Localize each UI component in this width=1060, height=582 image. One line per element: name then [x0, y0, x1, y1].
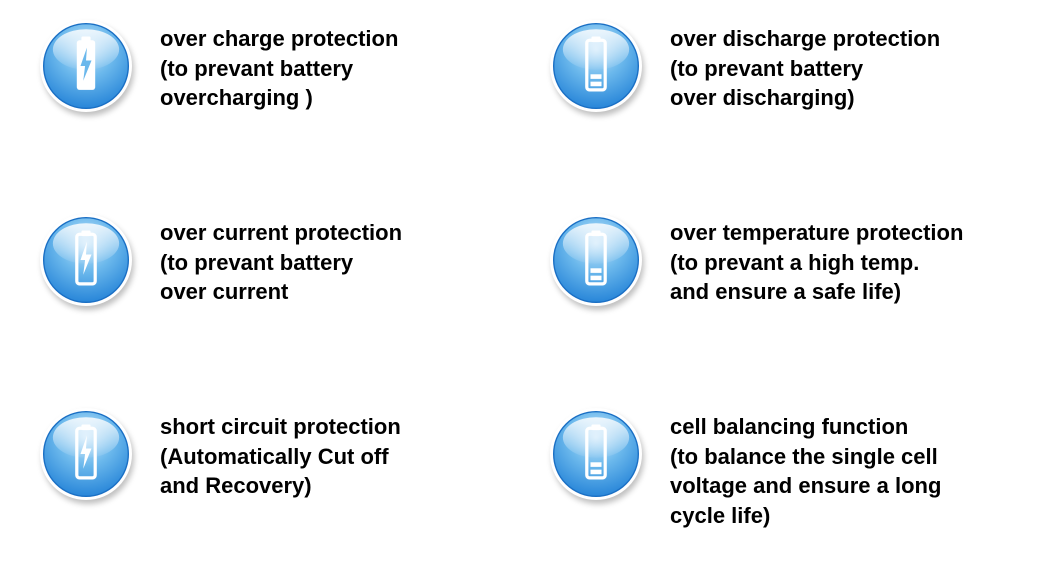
- feature-title: over current protection: [160, 218, 402, 248]
- feature-desc-line: (to prevant battery: [670, 54, 940, 84]
- feature-title: cell balancing function: [670, 412, 941, 442]
- feature-title: over discharge protection: [670, 24, 940, 54]
- feature-grid: over charge protection (to prevant batte…: [0, 0, 1060, 582]
- feature-desc-line: (to prevant a high temp.: [670, 248, 963, 278]
- feature-text: short circuit protection (Automatically …: [160, 408, 401, 501]
- battery-low-icon: [550, 214, 642, 306]
- feature-desc-line: (to balance the single cell: [670, 442, 941, 472]
- feature-desc-line: voltage and ensure a long: [670, 471, 941, 501]
- battery-charge-icon: [40, 20, 132, 112]
- feature-text: cell balancing function (to balance the …: [670, 408, 941, 531]
- feature-desc-line: cycle life): [670, 501, 941, 531]
- feature-title: over charge protection: [160, 24, 398, 54]
- feature-title: over temperature protection: [670, 218, 963, 248]
- battery-low-icon: [550, 408, 642, 500]
- feature-text: over temperature protection (to prevant …: [670, 214, 963, 307]
- feature-desc-line: (Automatically Cut off: [160, 442, 401, 472]
- feature-balancing: cell balancing function (to balance the …: [550, 408, 1050, 562]
- feature-desc-line: overcharging ): [160, 83, 398, 113]
- feature-overcurrent: over current protection (to prevant batt…: [40, 214, 540, 368]
- battery-bolt-icon: [40, 408, 132, 500]
- feature-desc-line: (to prevant battery: [160, 248, 402, 278]
- feature-title: short circuit protection: [160, 412, 401, 442]
- battery-bolt-icon: [40, 214, 132, 306]
- feature-overtemp: over temperature protection (to prevant …: [550, 214, 1050, 368]
- feature-text: over current protection (to prevant batt…: [160, 214, 402, 307]
- feature-overdischarge: over discharge protection (to prevant ba…: [550, 20, 1050, 174]
- feature-text: over charge protection (to prevant batte…: [160, 20, 398, 113]
- feature-desc-line: over discharging): [670, 83, 940, 113]
- feature-desc-line: and ensure a safe life): [670, 277, 963, 307]
- feature-desc-line: (to prevant battery: [160, 54, 398, 84]
- feature-overcharge: over charge protection (to prevant batte…: [40, 20, 540, 174]
- battery-low-icon: [550, 20, 642, 112]
- feature-desc-line: over current: [160, 277, 402, 307]
- feature-text: over discharge protection (to prevant ba…: [670, 20, 940, 113]
- feature-desc-line: and Recovery): [160, 471, 401, 501]
- feature-shortcircuit: short circuit protection (Automatically …: [40, 408, 540, 562]
